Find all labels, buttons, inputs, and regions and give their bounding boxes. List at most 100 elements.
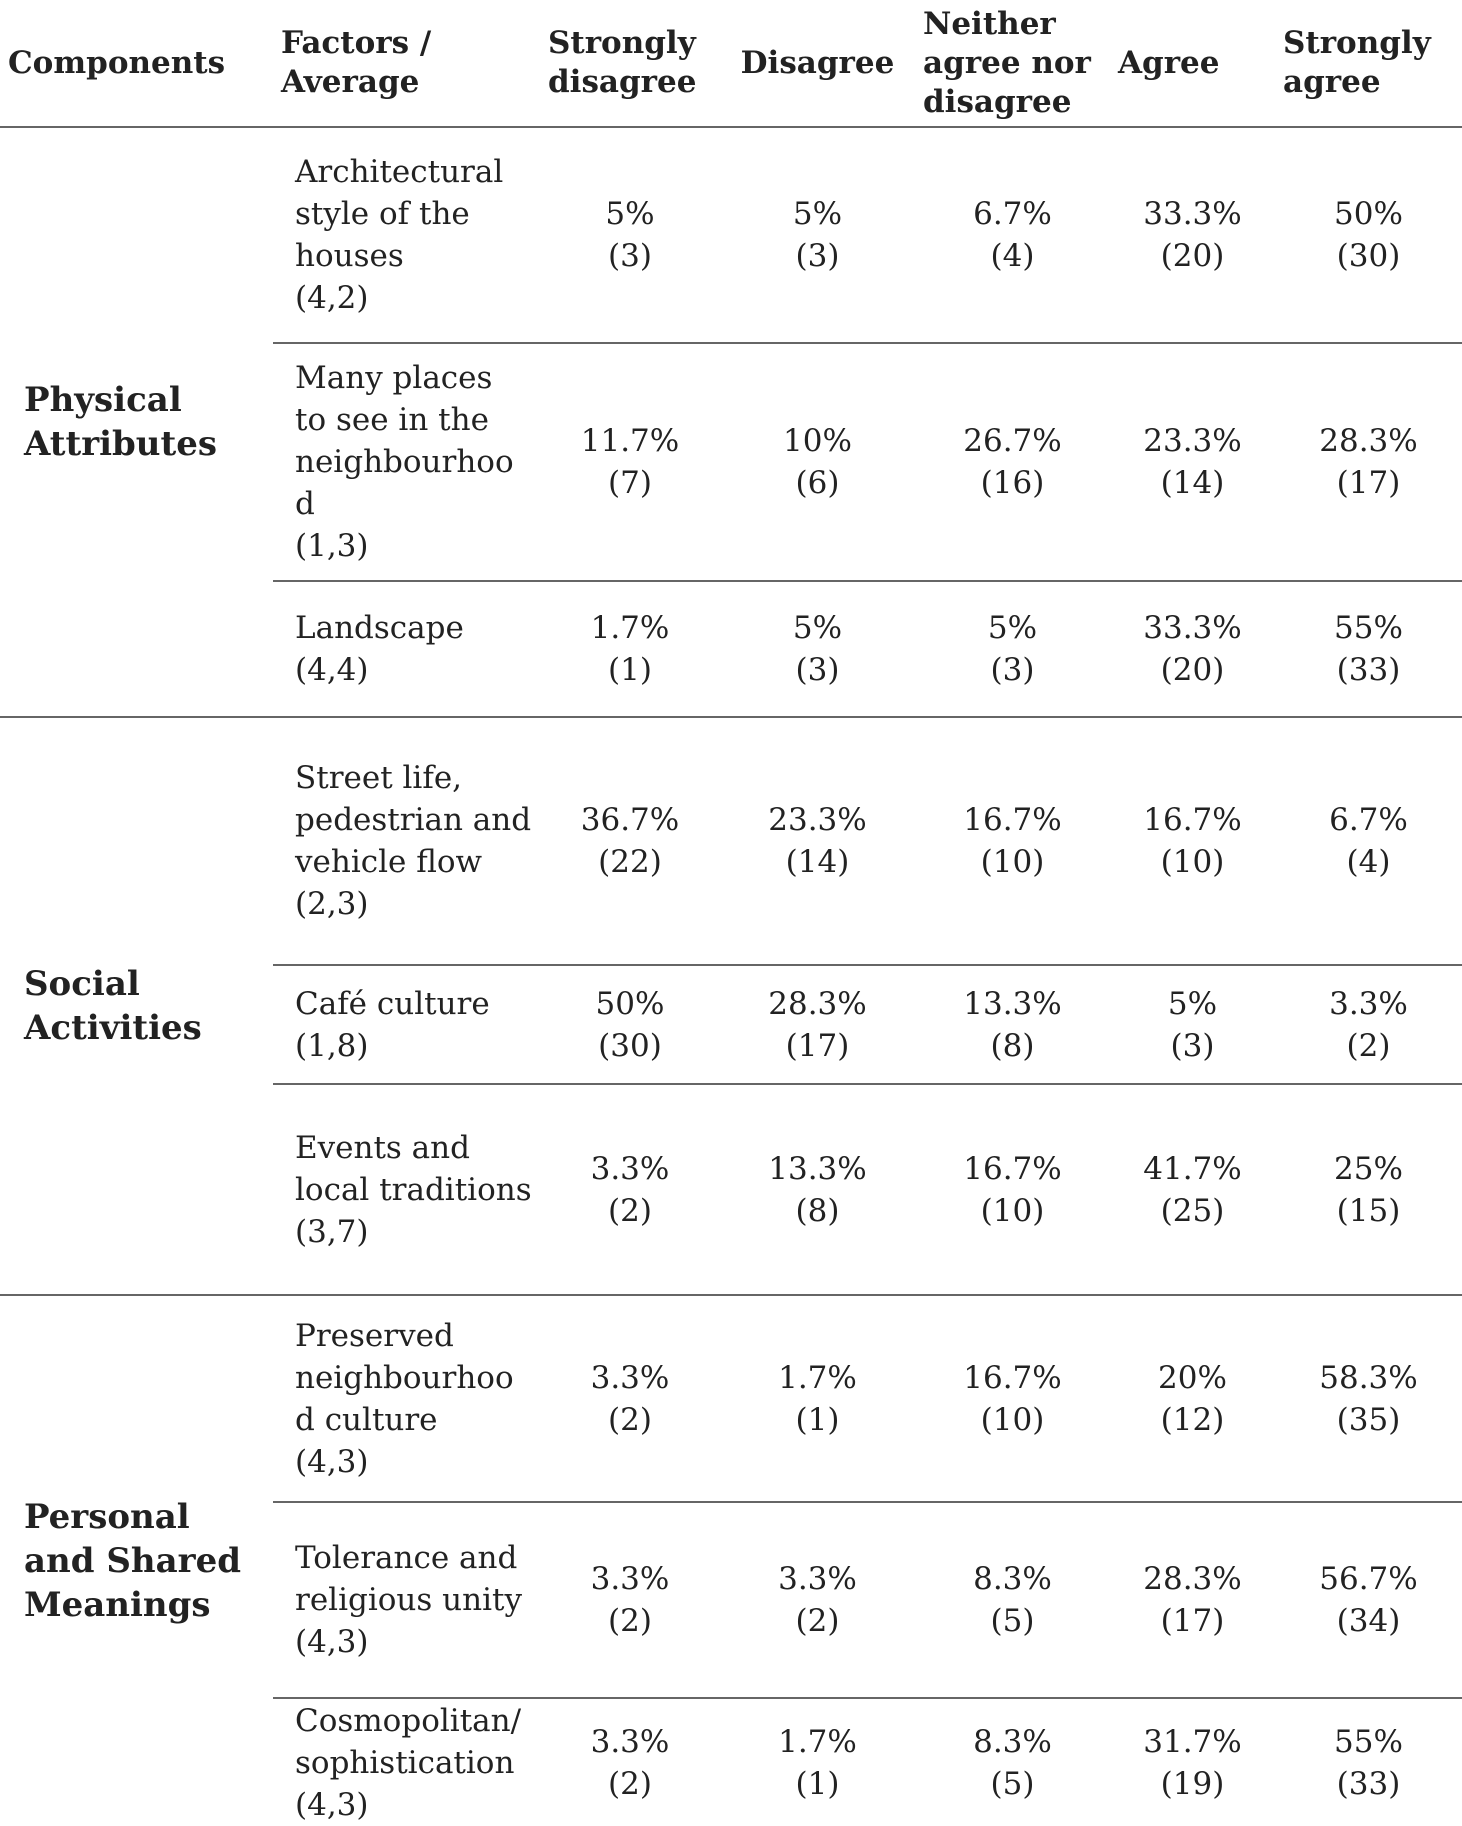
- count: (5): [990, 1603, 1035, 1639]
- count: (33): [1336, 652, 1401, 688]
- value-cell: 13.3% (8): [915, 964, 1110, 1084]
- header-row: Components Factors / Average Strongly disa…: [0, 0, 1462, 128]
- count: (2): [608, 1401, 652, 1438]
- count: (25): [1160, 1192, 1225, 1229]
- percent: 55%: [1334, 1723, 1403, 1760]
- percent: 3.3%: [590, 1150, 670, 1187]
- percent: 16.7%: [963, 1150, 1062, 1187]
- value-cell: 5% (3): [540, 126, 720, 343]
- percent: 23.3%: [768, 802, 867, 838]
- count: (7): [608, 465, 652, 501]
- factor-cell: Street life, pedestrian and vehicle flow…: [273, 716, 540, 965]
- value-cell: 5% (3): [1110, 964, 1275, 1084]
- value-cell: 1.7% (1): [540, 580, 720, 717]
- factor-average: (1,8): [295, 1027, 369, 1064]
- count: (10): [980, 1401, 1045, 1438]
- column-header: Factors / Average: [273, 0, 540, 128]
- percent: 20%: [1158, 1359, 1227, 1396]
- value-cell: 5% (3): [915, 580, 1110, 717]
- percent: 3.3%: [590, 1561, 670, 1597]
- count: (20): [1160, 238, 1225, 274]
- value-cell: 55% (33): [1275, 1697, 1462, 1826]
- value-cell: 6.7% (4): [915, 126, 1110, 343]
- count: (17): [1336, 465, 1401, 501]
- factor-cell: Tolerance and religious unity (4,3): [273, 1501, 540, 1698]
- count: (3): [795, 238, 840, 274]
- percent: 3.3%: [1329, 985, 1408, 1022]
- value-cell: 55% (33): [1275, 580, 1462, 717]
- count: (22): [598, 844, 662, 880]
- factor-cell: Preserved neighbourhood culture (4,3): [273, 1294, 540, 1502]
- count: (17): [785, 1027, 850, 1064]
- value-cell: 8.3% (5): [915, 1697, 1110, 1826]
- value-cell: 56.7% (34): [1275, 1501, 1462, 1698]
- percent: 50%: [1334, 196, 1403, 232]
- factor-name: Street life, pedestrian and vehicle flow: [295, 760, 532, 880]
- count: (1): [608, 652, 652, 688]
- count: (5): [990, 1765, 1035, 1802]
- percent: 11.7%: [580, 423, 680, 459]
- count: (19): [1160, 1765, 1225, 1802]
- percent: 1.7%: [778, 1723, 857, 1760]
- count: (14): [1160, 465, 1225, 501]
- value-cell: 1.7% (1): [720, 1294, 915, 1502]
- count: (17): [1160, 1603, 1225, 1639]
- factor-name: Tolerance and religious unity: [295, 1540, 522, 1618]
- table-row: Café culture (1,8) 50% (30) 28.3% (17) 13.3% (8…: [0, 964, 1462, 1084]
- factor-name: Architectural style of the houses: [295, 154, 504, 274]
- count: (15): [1336, 1192, 1401, 1229]
- table-body: Physical Attributes Architectural style o…: [0, 126, 1462, 1826]
- value-cell: 28.3% (17): [720, 964, 915, 1084]
- factor-average: (4,3): [295, 1443, 369, 1480]
- percent: 36.7%: [580, 802, 680, 838]
- table-row: Events and local traditions (3,7) 3.3% (2) 1…: [0, 1083, 1462, 1295]
- percent: 8.3%: [973, 1723, 1052, 1760]
- factor-average: (2,3): [295, 886, 369, 922]
- value-cell: 10% (6): [720, 342, 915, 581]
- value-cell: 16.7% (10): [915, 1294, 1110, 1502]
- count: (3): [1170, 1027, 1215, 1064]
- percent: 3.3%: [590, 1723, 670, 1760]
- count: (10): [980, 844, 1045, 880]
- value-cell: 8.3% (5): [915, 1501, 1110, 1698]
- value-cell: 3.3% (2): [540, 1294, 720, 1502]
- factor-cell: Many places to see in the neighbourhood (…: [273, 342, 540, 581]
- count: (2): [795, 1603, 840, 1639]
- factor-average: (4,2): [295, 280, 369, 316]
- percent: 23.3%: [1143, 423, 1242, 459]
- table-row: Cosmopolitan/ sophistication (4,3) 3.3% (2)…: [0, 1697, 1462, 1826]
- value-cell: 41.7% (25): [1110, 1083, 1275, 1295]
- factor-cell: Cosmopolitan/ sophistication (4,3): [273, 1697, 540, 1826]
- percent: 6.7%: [973, 196, 1052, 232]
- count: (2): [608, 1603, 652, 1639]
- count: (20): [1160, 652, 1225, 688]
- value-cell: 33.3% (20): [1110, 580, 1275, 717]
- count: (8): [795, 1192, 840, 1229]
- value-cell: 50% (30): [540, 964, 720, 1084]
- percent: 13.3%: [963, 985, 1062, 1022]
- table-row: Landscape (4,4) 1.7% (1) 5% (3) 5% (3) 33.3% (20)…: [0, 580, 1462, 717]
- factor-cell: Café culture (1,8): [273, 964, 540, 1084]
- table-row: Tolerance and religious unity (4,3) 3.3% (2…: [0, 1501, 1462, 1698]
- column-header: Strongly disagree: [540, 0, 720, 128]
- count: (2): [608, 1765, 652, 1802]
- count: (3): [990, 652, 1035, 688]
- factor-cell: Landscape (4,4): [273, 580, 540, 717]
- count: (2): [608, 1192, 652, 1229]
- percent: 28.3%: [1143, 1561, 1242, 1597]
- percent: 28.3%: [768, 985, 867, 1022]
- count: (30): [598, 1027, 662, 1064]
- value-cell: 28.3% (17): [1110, 1501, 1275, 1698]
- percent: 41.7%: [1143, 1150, 1242, 1187]
- count: (2): [1346, 1027, 1391, 1064]
- percent: 8.3%: [973, 1561, 1052, 1597]
- percent: 28.3%: [1319, 423, 1418, 459]
- percent: 33.3%: [1143, 196, 1242, 232]
- percent: 25%: [1334, 1150, 1403, 1187]
- percent: 5%: [605, 196, 655, 232]
- percent: 1.7%: [590, 610, 670, 646]
- count: (35): [1336, 1401, 1401, 1438]
- value-cell: 26.7% (16): [915, 342, 1110, 581]
- factor-average: (4,3): [295, 1624, 369, 1660]
